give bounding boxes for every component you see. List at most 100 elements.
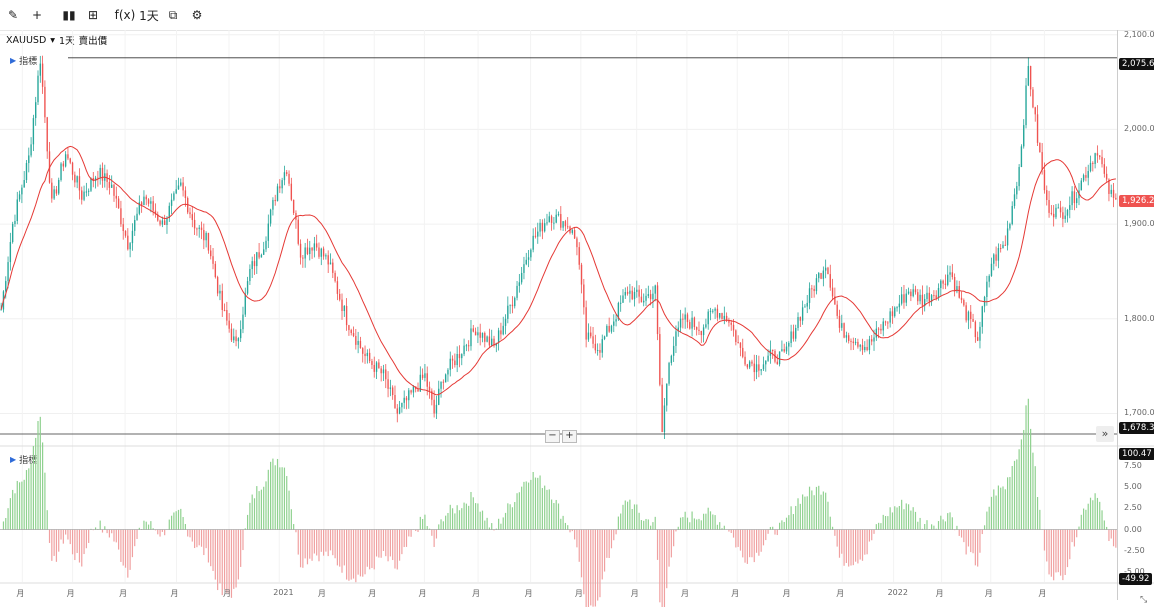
compare-icon[interactable]: ⧉: [168, 7, 178, 22]
time-tick-label: 月: [935, 589, 944, 598]
time-tick-label: 月: [368, 589, 377, 598]
settings-icon[interactable]: ⚙: [191, 8, 203, 22]
candle-body: [362, 348, 364, 354]
candle-body: [345, 305, 348, 326]
candle-body: [81, 190, 83, 200]
candle-body: [258, 252, 260, 258]
candle-body: [578, 247, 580, 265]
candle-body: [244, 293, 246, 315]
candle-body: [9, 242, 12, 263]
osc-bottom-badge: -49.92: [1119, 573, 1153, 585]
scroll-to-latest-button[interactable]: »: [1096, 426, 1114, 442]
zoom-in-button[interactable]: +: [562, 430, 577, 443]
candle-body: [924, 298, 926, 306]
time-tick-label: 月: [16, 589, 25, 598]
candle-body: [350, 330, 352, 334]
candle-body: [663, 405, 666, 433]
candle-body: [760, 369, 762, 371]
resize-icon[interactable]: ⤡: [1140, 595, 1148, 605]
symbol-header[interactable]: XAUUSD ▾ 1天 賣出價: [6, 33, 107, 48]
candle-body: [385, 369, 387, 380]
candle-body: [16, 199, 18, 222]
candle-body: [161, 220, 164, 225]
time-tick-label: 月: [984, 589, 993, 598]
crosshair-icon[interactable]: +: [31, 8, 43, 22]
candle-body: [884, 321, 887, 323]
candle-body: [382, 369, 385, 374]
candle-body: [755, 364, 758, 373]
candle-body: [873, 337, 875, 342]
candle-body: [481, 332, 484, 338]
candle-body: [417, 389, 419, 392]
osc-tick-label: -5.00: [1124, 566, 1145, 576]
candle-body: [147, 199, 150, 204]
expand-triangle-icon[interactable]: ▶: [10, 56, 17, 65]
candle-body: [1101, 156, 1103, 165]
candle-body: [689, 322, 691, 329]
candle-body: [207, 232, 210, 251]
candle-body: [684, 314, 686, 320]
candle-body: [46, 117, 48, 152]
candle-body: [497, 330, 500, 343]
osc-indicator-toggle[interactable]: ▶ 指標: [10, 453, 37, 466]
draw-pencil-icon[interactable]: ✎: [7, 8, 19, 22]
price-tick-label: 1,800.00: [1124, 313, 1154, 323]
candle-body: [465, 345, 468, 347]
expand-triangle-icon[interactable]: ▶: [10, 455, 17, 464]
candle-body: [25, 163, 28, 181]
candle-body: [111, 184, 113, 188]
candle-body: [343, 305, 346, 312]
zoom-out-button[interactable]: −: [545, 430, 560, 443]
candle-body: [963, 299, 965, 306]
candle-body: [37, 75, 39, 103]
candle-body: [1057, 207, 1059, 209]
candle-body: [1094, 153, 1096, 165]
candle-body: [567, 226, 569, 228]
candle-body: [781, 349, 783, 352]
layout-grid-icon[interactable]: ⊞: [87, 8, 99, 22]
candle-body: [1064, 215, 1066, 219]
candle-body: [1050, 212, 1053, 214]
candle-body: [205, 232, 207, 241]
indicators-fx-icon[interactable]: f(x): [114, 8, 136, 22]
candle-body: [474, 331, 477, 336]
candle-body: [180, 182, 182, 186]
candle-body: [182, 182, 184, 191]
candle-body: [145, 196, 147, 200]
candle-body: [53, 189, 55, 199]
candle-body: [1115, 197, 1117, 200]
symbol-ticker[interactable]: XAUUSD: [6, 34, 47, 46]
candle-body: [122, 224, 124, 231]
candle-body: [571, 230, 574, 233]
candle-body: [725, 315, 728, 321]
candle-body: [154, 210, 157, 215]
candle-body: [177, 185, 180, 190]
interval-selector[interactable]: 1天: [139, 8, 159, 23]
candle-body: [138, 202, 141, 214]
time-tick-label: 2021: [273, 588, 294, 597]
candle-body: [219, 290, 221, 294]
candle-body: [87, 190, 90, 192]
time-tick-label: 月: [630, 589, 639, 598]
candle-body: [894, 307, 896, 317]
candle-body: [1066, 209, 1069, 216]
candle-body: [127, 235, 129, 250]
candle-body: [1105, 173, 1108, 180]
candle-body: [594, 343, 597, 351]
osc-top-badge: 100.47: [1119, 448, 1154, 460]
candlestick-type-icon[interactable]: ▮▮: [62, 8, 76, 22]
candle-body: [953, 277, 956, 292]
candle-body: [940, 280, 942, 288]
candle-body: [656, 285, 659, 335]
candle-body: [633, 291, 636, 300]
candle-body: [124, 230, 127, 236]
candle-body: [765, 360, 767, 365]
candle-body: [336, 281, 339, 294]
symbol-dropdown-icon[interactable]: ▾: [50, 34, 56, 46]
main-indicator-toggle[interactable]: ▶ 指標: [10, 54, 37, 67]
candle-body: [857, 341, 859, 347]
candle-body: [263, 249, 265, 255]
candle-body: [698, 329, 700, 331]
price-axis[interactable]: [1117, 30, 1154, 600]
